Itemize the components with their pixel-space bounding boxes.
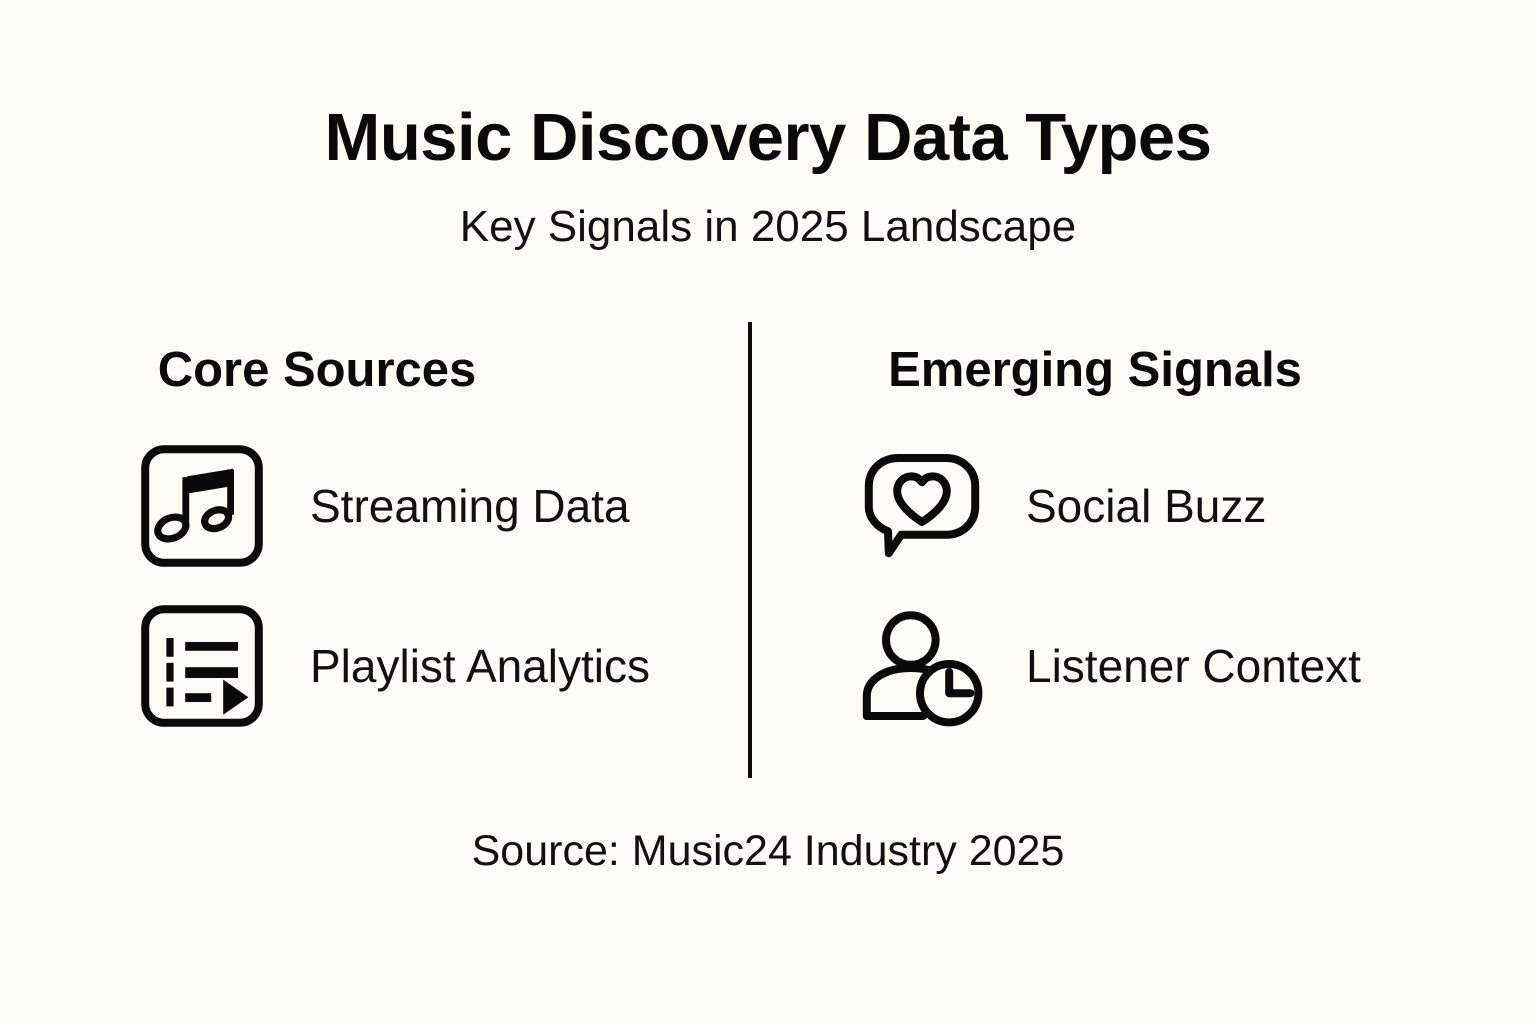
core-sources-list: Streaming Data xyxy=(26,442,736,762)
footer: Source: Music24 Industry 2025 xyxy=(0,830,1536,873)
list-item-listener-context[interactable]: Listener Context xyxy=(790,602,1500,730)
header: Music Discovery Data Types Key Signals i… xyxy=(0,104,1536,249)
emerging-signals-list: Social Buzz Listener Co xyxy=(790,442,1500,762)
person-clock-icon xyxy=(862,611,983,727)
list-item-label: Streaming Data xyxy=(310,480,630,532)
page-title: Music Discovery Data Types xyxy=(324,100,1212,175)
list-item-label: Social Buzz xyxy=(1026,480,1267,532)
list-item-playlist-analytics[interactable]: Playlist Analytics xyxy=(26,602,736,730)
list-item-label: Playlist Analytics xyxy=(310,640,651,692)
speech-bubble-heart-icon xyxy=(864,454,980,558)
list-item-social-buzz[interactable]: Social Buzz xyxy=(790,442,1500,570)
column-divider xyxy=(748,322,752,778)
list-item-streaming-data[interactable]: Streaming Data xyxy=(26,442,736,570)
columns-region: Core Sources xyxy=(0,322,1536,778)
source-attribution: Source: Music24 Industry 2025 xyxy=(471,827,1065,875)
list-item-label: Listener Context xyxy=(1026,640,1361,692)
playlist-icon xyxy=(141,605,263,727)
page-subtitle: Key Signals in 2025 Landscape xyxy=(459,202,1077,251)
column-emerging-signals: Emerging Signals Social Buzz xyxy=(790,322,1500,727)
column-core-sources: Core Sources xyxy=(26,322,736,727)
column-heading-emerging-signals: Emerging Signals xyxy=(888,343,1302,397)
music-note-icon xyxy=(141,445,263,567)
column-heading-core-sources: Core Sources xyxy=(157,343,477,397)
